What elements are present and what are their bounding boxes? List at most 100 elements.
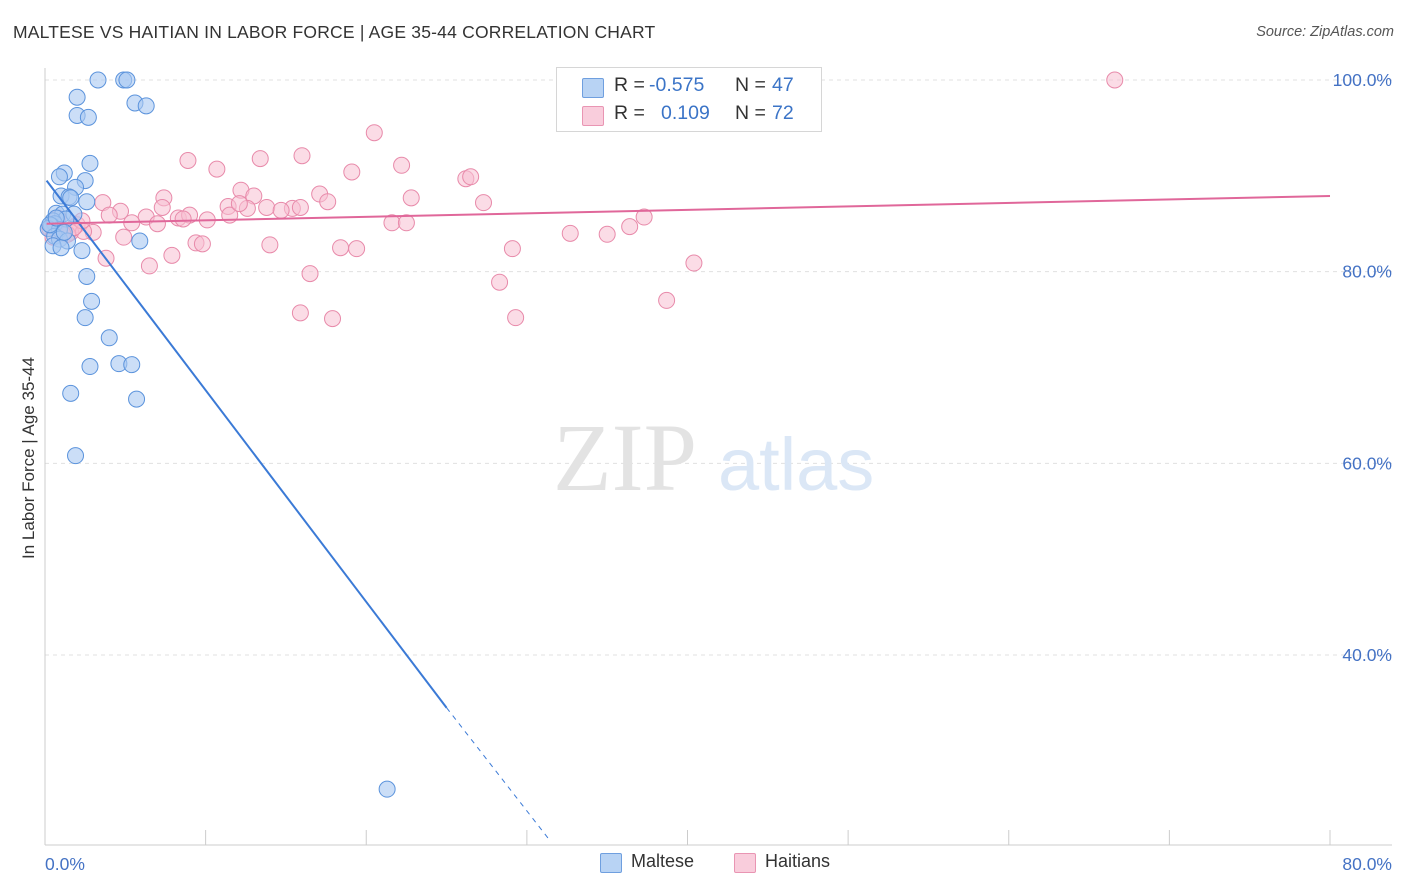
source-credit: Source: ZipAtlas.com — [1256, 24, 1394, 40]
maltese-point — [50, 168, 68, 186]
maltese-point — [79, 108, 97, 126]
haitian-legend-label: Haitians — [765, 851, 831, 871]
maltese-point — [83, 292, 101, 310]
haitian-point — [100, 206, 118, 224]
haitian-point — [115, 228, 133, 246]
maltese-trend-line — [45, 180, 448, 709]
maltese-point — [100, 329, 118, 347]
haitian-point — [319, 193, 337, 211]
maltese-point — [378, 780, 396, 798]
x-tick-label-max: 80.0% — [1342, 854, 1392, 874]
chart-title: MALTESE VS HAITIAN IN LABOR FORCE | AGE … — [13, 22, 656, 42]
maltese-point — [131, 232, 149, 250]
maltese-point — [137, 97, 155, 115]
maltese-trend-extension — [446, 707, 552, 843]
haitian-point — [148, 215, 166, 233]
maltese-point — [128, 390, 146, 408]
legend-row-maltese: R = -0.575 N = 47 — [557, 74, 821, 102]
haitian-point — [153, 198, 171, 216]
haitian-point — [491, 273, 509, 291]
haitian-trend-line — [46, 194, 1331, 225]
haitian-point — [332, 239, 350, 257]
haitian-point — [293, 147, 311, 165]
watermark: ZIP atlas — [553, 404, 874, 511]
haitian-legend-swatch — [734, 853, 756, 873]
haitian-point — [193, 235, 211, 253]
haitian-point — [1106, 71, 1124, 89]
y-tick-labels: 40.0% 60.0% 80.0% 100.0% — [1333, 70, 1392, 665]
haitian-point — [503, 240, 521, 258]
haitian-point — [208, 160, 226, 178]
maltese-point — [73, 242, 91, 260]
haitian-point — [272, 201, 290, 219]
legend-r-value: 0.109 — [661, 102, 710, 124]
legend-n-value: 47 — [772, 74, 794, 96]
maltese-swatch — [582, 78, 604, 98]
haitian-point — [251, 150, 269, 168]
x-tick-label-min: 0.0% — [45, 854, 85, 874]
y-tick-label: 40.0% — [1342, 645, 1392, 665]
haitian-point — [348, 240, 366, 258]
legend-r-label: R = — [614, 74, 645, 96]
stats-legend: R = -0.575 N = 47 R = 0.109 N = 72 — [556, 67, 822, 132]
gridlines — [45, 79, 1392, 656]
maltese-point — [81, 154, 99, 172]
maltese-point — [78, 193, 96, 211]
y-tick-label: 100.0% — [1333, 70, 1392, 90]
maltese-legend-label: Maltese — [631, 851, 695, 871]
y-tick-label: 60.0% — [1342, 453, 1392, 473]
maltese-point — [118, 71, 136, 89]
maltese-point — [76, 309, 94, 327]
haitian-point — [393, 156, 411, 174]
maltese-point — [62, 384, 80, 402]
haitian-point — [462, 168, 480, 186]
legend-row-haitians: R = 0.109 N = 72 — [557, 102, 821, 130]
haitian-point — [261, 236, 279, 254]
maltese-point — [78, 267, 96, 285]
y-tick-label: 80.0% — [1342, 262, 1392, 282]
haitian-point — [258, 198, 276, 216]
haitian-point — [174, 210, 192, 228]
haitian-point — [140, 257, 158, 275]
haitian-point — [621, 218, 639, 236]
haitian-point — [291, 198, 309, 216]
maltese-point — [52, 239, 70, 257]
haitian-point — [635, 208, 653, 226]
haitian-point — [179, 152, 197, 169]
haitian-point — [230, 195, 248, 213]
haitian-point — [291, 304, 309, 322]
y-axis-label: In Labor Force | Age 35-44 — [19, 357, 38, 559]
haitian-point — [561, 224, 579, 242]
maltese-legend-swatch — [600, 853, 622, 873]
trend-lines — [45, 180, 1331, 843]
legend-r-label: R = — [614, 102, 645, 124]
maltese-point — [123, 356, 141, 374]
legend-r-value: -0.575 — [649, 74, 705, 96]
maltese-point — [55, 223, 73, 241]
maltese-point — [81, 358, 99, 376]
haitian-point — [598, 225, 616, 243]
watermark-zip: ZIP — [553, 404, 697, 511]
legend-n-label: N = — [735, 102, 766, 124]
legend-n-value: 72 — [772, 102, 794, 124]
maltese-point — [47, 209, 65, 227]
maltese-point — [68, 88, 86, 106]
haitian-point — [507, 309, 525, 327]
maltese-point — [89, 71, 107, 89]
haitian-point — [301, 265, 319, 283]
haitian-swatch — [582, 106, 604, 126]
haitian-point — [163, 246, 181, 264]
haitian-point — [324, 310, 342, 328]
haitian-point — [685, 254, 703, 272]
maltese-point — [67, 447, 85, 465]
legend-n-label: N = — [735, 74, 766, 96]
x-tick-labels: 0.0% 80.0% — [45, 854, 1392, 874]
watermark-atlas: atlas — [718, 423, 874, 506]
haitian-point — [343, 163, 361, 181]
maltese-point — [62, 189, 80, 207]
haitian-point — [397, 214, 415, 232]
maltese-points — [39, 71, 396, 798]
axes — [44, 68, 1392, 846]
haitian-point — [475, 194, 493, 212]
